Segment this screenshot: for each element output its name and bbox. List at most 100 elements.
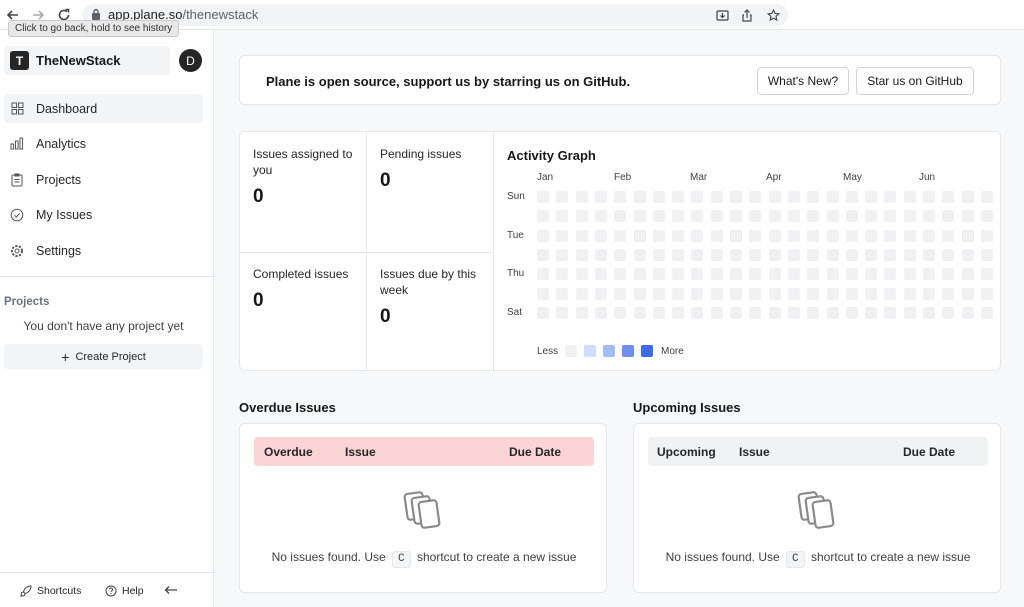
sidebar-item-settings[interactable]: Settings: [4, 236, 203, 265]
plus-icon: +: [61, 348, 70, 365]
clipboard-icon: [10, 173, 24, 187]
activity-cell: [826, 191, 839, 203]
legend-less: Less: [537, 346, 559, 357]
activity-cell: [537, 210, 549, 223]
stacked-layers-icon: [403, 490, 445, 537]
star-github-button[interactable]: Star us on GitHub: [856, 67, 974, 95]
activity-cell: [903, 248, 916, 261]
banner-text: Plane is open source, support us by star…: [266, 74, 631, 89]
activity-cell: [652, 248, 665, 261]
rocket-icon: [20, 585, 32, 597]
activity-cell: [652, 306, 665, 319]
activity-cell: [807, 210, 820, 223]
activity-cell: [594, 287, 607, 300]
activity-cell: [903, 268, 916, 281]
activity-cell: [556, 229, 569, 242]
reload-icon[interactable]: [55, 6, 73, 24]
activity-cell: [942, 287, 955, 300]
activity-cell: [575, 191, 588, 203]
activity-cell: [652, 229, 665, 242]
collapse-sidebar-arrow-icon[interactable]: [164, 585, 178, 595]
bar-chart-icon: [10, 137, 24, 151]
whats-new-button[interactable]: What's New?: [757, 67, 849, 95]
activity-cell: [710, 248, 723, 261]
activity-cell: [672, 287, 685, 300]
user-avatar[interactable]: D: [179, 49, 202, 72]
activity-cell: [594, 306, 607, 319]
back-arrow-icon[interactable]: [4, 6, 22, 24]
month-label: Jan: [537, 172, 554, 183]
activity-cell: [826, 287, 839, 300]
install-icon[interactable]: [714, 7, 730, 23]
legend-square: [641, 345, 653, 357]
activity-cell: [923, 248, 935, 261]
activity-cell: [942, 268, 955, 281]
activity-cell: [1000, 268, 1001, 280]
activity-cell: [787, 268, 800, 281]
activity-cell: [961, 191, 974, 203]
workspace-name: TheNewStack: [36, 53, 121, 68]
activity-cell: [961, 248, 974, 261]
sidebar-item-dashboard[interactable]: Dashboard: [4, 94, 203, 123]
activity-cell: [594, 248, 607, 261]
sidebar-item-analytics[interactable]: Analytics: [4, 129, 203, 158]
activity-cell: [614, 210, 627, 223]
activity-cell: [865, 248, 878, 261]
activity-cell: [537, 248, 549, 261]
activity-cell: [556, 210, 569, 223]
activity-cell: [884, 248, 897, 261]
forward-arrow-icon[interactable]: [29, 6, 47, 24]
help-button[interactable]: Help: [105, 585, 144, 597]
activity-cell: [845, 210, 858, 223]
activity-cell: [575, 210, 588, 223]
workspace-switcher[interactable]: T TheNewStack: [4, 46, 170, 75]
activity-cell: [787, 229, 800, 242]
activity-cell: [826, 210, 839, 223]
address-bar[interactable]: app.plane.so/thenewstack: [82, 4, 788, 26]
activity-cell: [614, 248, 627, 261]
sidebar-item-projects[interactable]: Projects: [4, 165, 203, 194]
shortcuts-button[interactable]: Shortcuts: [20, 585, 81, 597]
activity-cell: [537, 287, 549, 300]
share-icon[interactable]: [739, 7, 755, 23]
activity-cell: [730, 287, 742, 300]
activity-cell: [845, 248, 858, 261]
overdue-table-header: Overdue Issue Due Date: [254, 437, 594, 466]
sidebar: T TheNewStack D Dashboard Analytics Proj…: [0, 30, 214, 607]
activity-cell: [556, 306, 569, 319]
activity-cell: [556, 268, 569, 281]
activity-cell: [826, 268, 839, 281]
activity-cell: [903, 210, 916, 223]
activity-cell: [884, 287, 897, 300]
activity-cell: [672, 229, 685, 242]
activity-cell: [594, 229, 607, 242]
activity-cell: [1000, 307, 1001, 319]
activity-cell: [807, 248, 820, 261]
activity-cell: [730, 248, 742, 261]
legend-square: [565, 345, 577, 357]
activity-cell: [652, 287, 665, 300]
activity-cell: [980, 210, 993, 223]
activity-cell: [749, 191, 762, 203]
activity-cell: [730, 306, 742, 319]
activity-cell: [633, 268, 646, 281]
activity-cell: [652, 268, 665, 281]
create-project-button[interactable]: + Create Project: [4, 344, 203, 369]
column-due-date: Due Date: [509, 445, 562, 459]
activity-cell: [1000, 288, 1001, 300]
activity-cell: [903, 287, 916, 300]
bookmark-star-icon[interactable]: [765, 7, 781, 23]
activity-cell: [614, 306, 627, 319]
activity-cell: [633, 287, 646, 300]
activity-cell: [575, 306, 588, 319]
activity-cell: [691, 229, 704, 242]
overdue-title: Overdue Issues: [239, 400, 336, 415]
activity-cell: [749, 248, 762, 261]
activity-cell: [691, 306, 704, 319]
month-label: Mar: [690, 172, 708, 183]
activity-cell: [903, 306, 916, 319]
activity-cell: [710, 210, 723, 223]
sidebar-item-my-issues[interactable]: My Issues: [4, 200, 203, 229]
month-label: Apr: [766, 172, 782, 183]
activity-cell: [807, 268, 820, 281]
